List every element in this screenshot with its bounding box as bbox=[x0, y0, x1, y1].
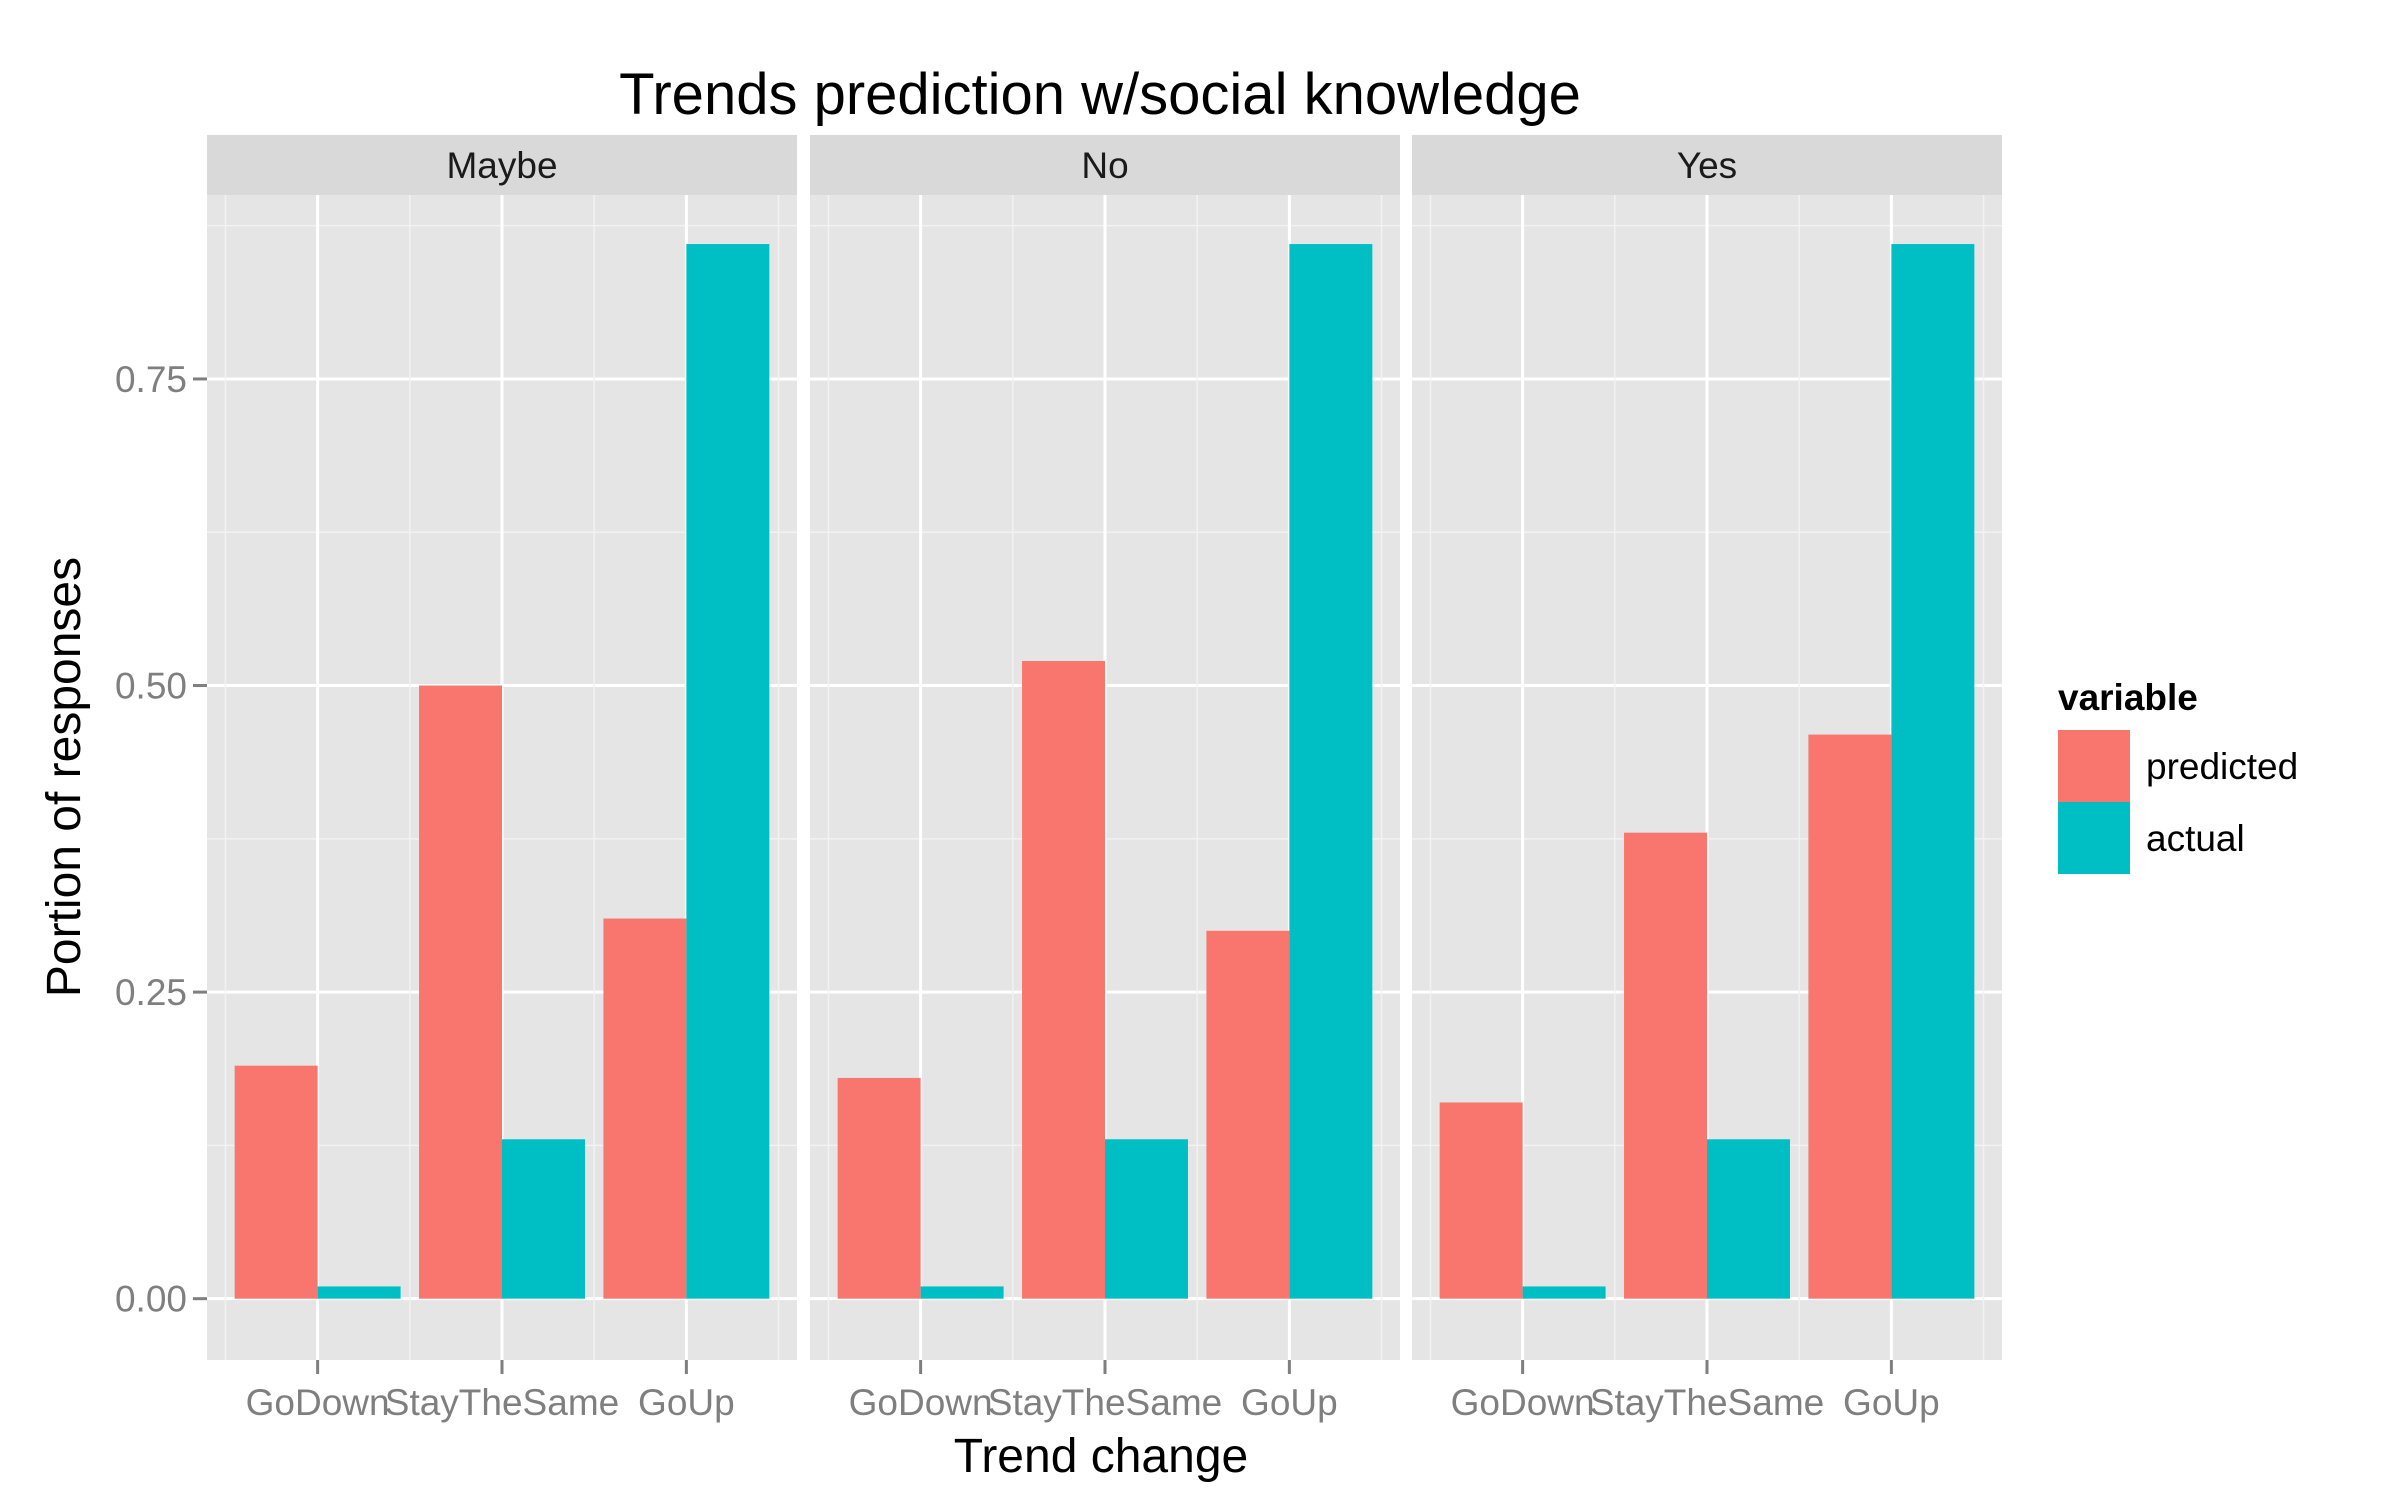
y-tick-label: 0.50 bbox=[115, 666, 187, 707]
y-axis-title: Portion of responses bbox=[38, 557, 91, 997]
bar-predicted-godown bbox=[234, 1065, 318, 1299]
x-axis-title: Trend change bbox=[954, 1430, 1248, 1483]
x-tick-label: StayTheSame bbox=[988, 1382, 1222, 1423]
x-tick-label: GoUp bbox=[638, 1382, 735, 1423]
x-tick-label: GoDown bbox=[246, 1382, 390, 1423]
legend-label-predicted: predicted bbox=[2146, 746, 2298, 787]
x-tick-label: GoDown bbox=[849, 1382, 993, 1423]
bar-predicted-goup bbox=[1808, 734, 1892, 1299]
bar-predicted-goup bbox=[1206, 930, 1290, 1299]
x-tick-label: StayTheSame bbox=[385, 1382, 619, 1423]
x-tick-label: GoDown bbox=[1451, 1382, 1595, 1423]
bar-actual-staythesame bbox=[1707, 1139, 1790, 1299]
x-tick-label: StayTheSame bbox=[1590, 1382, 1824, 1423]
bar-actual-goup bbox=[1289, 244, 1373, 1299]
bar-predicted-staythesame bbox=[419, 685, 502, 1299]
facet-strip-label: No bbox=[1081, 145, 1128, 186]
y-tick-label: 0.25 bbox=[115, 972, 187, 1013]
bar-actual-staythesame bbox=[1105, 1139, 1188, 1299]
bar-actual-godown bbox=[1522, 1286, 1606, 1299]
x-tick-label: GoUp bbox=[1241, 1382, 1338, 1423]
facet-strip bbox=[207, 135, 797, 195]
bar-predicted-godown bbox=[837, 1077, 921, 1299]
facet-strip bbox=[1412, 135, 2002, 195]
legend-key-actual bbox=[2058, 802, 2130, 874]
facet-strip-label: Maybe bbox=[446, 145, 557, 186]
bar-predicted-staythesame bbox=[1022, 661, 1105, 1299]
legend-key-predicted bbox=[2058, 730, 2130, 802]
x-tick-label: GoUp bbox=[1843, 1382, 1940, 1423]
bar-actual-godown bbox=[920, 1286, 1004, 1299]
legend: variable predicted actual bbox=[2058, 677, 2298, 874]
y-tick-label: 0.75 bbox=[115, 359, 187, 400]
legend-title: variable bbox=[2058, 677, 2198, 718]
bar-actual-goup bbox=[686, 244, 770, 1299]
chart-title: Trends prediction w/social knowledge bbox=[619, 62, 1581, 127]
y-tick-label: 0.00 bbox=[115, 1279, 187, 1320]
bar-predicted-staythesame bbox=[1624, 832, 1707, 1299]
bar-actual-goup bbox=[1891, 244, 1975, 1299]
bar-predicted-goup bbox=[603, 918, 687, 1299]
facet-strip-label: Yes bbox=[1677, 145, 1737, 186]
bar-actual-staythesame bbox=[502, 1139, 585, 1299]
legend-label-actual: actual bbox=[2146, 818, 2245, 859]
legend-items: predicted actual bbox=[2058, 730, 2298, 874]
facet-strip bbox=[810, 135, 1400, 195]
bar-predicted-godown bbox=[1439, 1102, 1523, 1299]
y-axis: 0.00 0.25 0.50 0.75 bbox=[115, 359, 207, 1320]
bar-actual-godown bbox=[317, 1286, 401, 1299]
